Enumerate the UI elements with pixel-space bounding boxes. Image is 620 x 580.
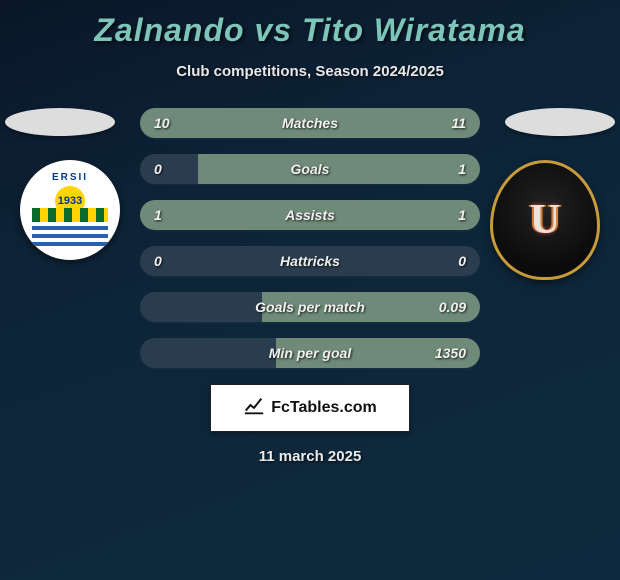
stat-value-left: 10 xyxy=(154,108,170,138)
stat-value-right: 1 xyxy=(458,200,466,230)
comparison-title: Zalnando vs Tito Wiratama xyxy=(0,0,620,49)
stat-value-left: 0 xyxy=(154,154,162,184)
source-badge: FcTables.com xyxy=(210,384,410,432)
stat-value-right: 1 xyxy=(458,154,466,184)
stat-value-right: 0.09 xyxy=(439,292,466,322)
player-photo-right xyxy=(505,108,615,136)
stat-label: Goals xyxy=(140,154,480,184)
comparison-subtitle: Club competitions, Season 2024/2025 xyxy=(0,63,620,80)
stat-row: Goals per match0.09 xyxy=(140,292,480,322)
stat-label: Goals per match xyxy=(140,292,480,322)
crest-right-letter: U xyxy=(530,196,560,244)
crest-left-stripes xyxy=(32,208,108,222)
update-date: 11 march 2025 xyxy=(0,448,620,465)
stat-value-right: 1350 xyxy=(435,338,466,368)
stat-row: Goals0 1 xyxy=(140,154,480,184)
stat-bars: Matches1011Goals01Assists11Hattricks00Go… xyxy=(140,108,480,368)
stat-value-left: 0 xyxy=(154,246,162,276)
chart-icon xyxy=(243,395,265,422)
player-photo-left xyxy=(5,108,115,136)
team-crest-right: U xyxy=(490,160,600,280)
crest-left-name: ERSII xyxy=(20,172,120,183)
stat-row: Assists1 1 xyxy=(140,200,480,230)
source-text: FcTables.com xyxy=(271,399,377,417)
stat-value-right: 0 xyxy=(458,246,466,276)
stat-label: Min per goal xyxy=(140,338,480,368)
team-crest-left: ERSII 1933 xyxy=(20,160,120,260)
stat-label: Matches xyxy=(140,108,480,138)
content-area: ERSII 1933 U Matches1011Goals01Assists11… xyxy=(0,108,620,465)
stat-label: Assists xyxy=(140,200,480,230)
crest-left-waves xyxy=(32,222,108,246)
stat-row: Hattricks0 0 xyxy=(140,246,480,276)
stat-row: Min per goal1350 xyxy=(140,338,480,368)
stat-label: Hattricks xyxy=(140,246,480,276)
stat-value-right: 11 xyxy=(451,108,466,138)
stat-row: Matches10 11 xyxy=(140,108,480,138)
stat-value-left: 1 xyxy=(154,200,162,230)
